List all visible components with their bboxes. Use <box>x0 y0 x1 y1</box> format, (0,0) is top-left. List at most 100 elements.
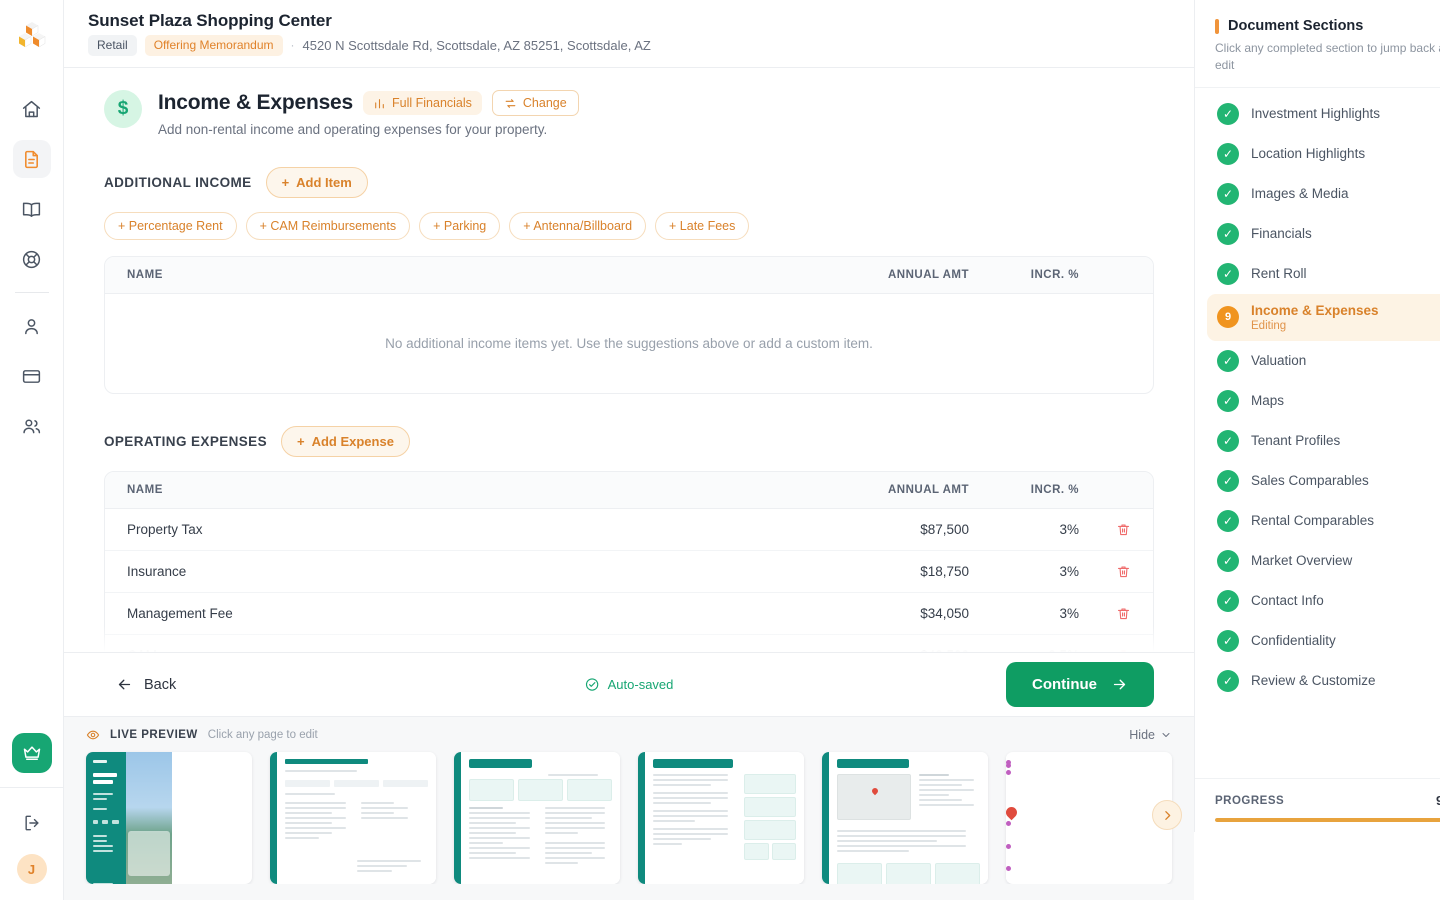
trash-icon <box>1117 566 1130 578</box>
rail-item-billing[interactable] <box>13 357 51 395</box>
dollar-icon: $ <box>104 90 142 128</box>
sidebar-item-label: Tenant Profiles <box>1251 433 1341 449</box>
sidebar-item-contact-info[interactable]: ✓ Contact Info <box>1207 581 1440 621</box>
sidebar-title: Document Sections <box>1228 18 1364 34</box>
book-icon <box>22 202 41 217</box>
sidebar-item-label: Rent Roll <box>1251 266 1307 282</box>
preview-page-map[interactable] <box>1006 752 1172 884</box>
rail-primary-icons <box>12 68 51 278</box>
sidebar-item-label: Contact Info <box>1251 593 1324 609</box>
sidebar-item-active-text: Income & Expenses Editing <box>1251 303 1379 332</box>
form-column: $ Income & Expenses Full Financials <box>64 68 1194 652</box>
check-icon: ✓ <box>1217 182 1239 205</box>
delete-expense-button[interactable] <box>1079 522 1131 537</box>
table-row[interactable]: Property Tax $87,500 3% <box>105 509 1153 551</box>
preview-page-table-of-contents[interactable] <box>270 752 436 884</box>
preview-thumbnail-strip[interactable] <box>64 748 1194 884</box>
sidebar-item-valuation[interactable]: ✓ Valuation <box>1207 341 1440 381</box>
app-logo[interactable] <box>0 0 63 68</box>
delete-expense-button[interactable] <box>1079 606 1131 621</box>
preview-page-cover[interactable] <box>86 752 252 884</box>
arrow-left-icon <box>118 679 131 690</box>
document-icon <box>25 150 38 168</box>
upgrade-button[interactable] <box>11 733 52 773</box>
sidebar-item-rental-comparables[interactable]: ✓ Rental Comparables <box>1207 501 1440 541</box>
additional-income-empty-state: No additional income items yet. Use the … <box>385 336 873 351</box>
rail-item-library[interactable] <box>13 190 51 228</box>
preview-page-location-highlights[interactable] <box>822 752 988 884</box>
table-row[interactable]: Management Fee $34,050 3% <box>105 593 1153 635</box>
header-meta: Retail Offering Memorandum · 4520 N Scot… <box>88 35 651 56</box>
check-icon: ✓ <box>1217 589 1239 612</box>
sidebar-item-income-expenses[interactable]: 9 Income & Expenses Editing <box>1207 293 1440 341</box>
hide-preview-button[interactable]: Hide <box>1129 728 1172 742</box>
add-item-label: Add Item <box>296 175 352 190</box>
suggestion-chip[interactable]: + Percentage Rent <box>104 212 237 240</box>
sidebar-item-sales-comparables[interactable]: ✓ Sales Comparables <box>1207 461 1440 501</box>
sidebar-item-location-highlights[interactable]: ✓ Location Highlights <box>1207 134 1440 174</box>
sidebar-item-label: Maps <box>1251 393 1285 409</box>
table-row[interactable]: Insurance $18,750 3% <box>105 551 1153 593</box>
change-button[interactable]: Change <box>491 90 579 116</box>
sidebar-item-images-media[interactable]: ✓ Images & Media <box>1207 174 1440 214</box>
delete-expense-button[interactable] <box>1079 564 1131 579</box>
sidebar-item-investment-highlights[interactable]: ✓ Investment Highlights <box>1207 94 1440 134</box>
property-address: 4520 N Scottsdale Rd, Scottsdale, AZ 852… <box>302 37 651 53</box>
rail-item-team[interactable] <box>13 407 51 445</box>
sidebar-item-market-overview[interactable]: ✓ Market Overview <box>1207 541 1440 581</box>
continue-button[interactable]: Continue <box>1006 662 1154 707</box>
suggestion-chip[interactable]: + CAM Reimbursements <box>245 212 411 240</box>
avatar[interactable]: J <box>16 854 47 884</box>
sidebar-subtitle: Click any completed section to jump back… <box>1215 41 1440 73</box>
sidebar-item-financials[interactable]: ✓ Financials <box>1207 214 1440 254</box>
sidebar-section-list[interactable]: ✓ Investment Highlights ✓ Location Highl… <box>1195 88 1440 778</box>
sidebar-item-label: Financials <box>1251 226 1312 242</box>
rail-item-documents[interactable] <box>12 140 51 178</box>
full-financials-button[interactable]: Full Financials <box>363 91 482 115</box>
meta-separator: · <box>290 38 295 53</box>
check-icon: ✓ <box>1217 142 1239 165</box>
sidebar-item-rent-roll[interactable]: ✓ Rent Roll <box>1207 254 1440 294</box>
section-subtitle: Add non-rental income and operating expe… <box>158 122 548 137</box>
suggestion-chip[interactable]: + Late Fees <box>655 212 750 240</box>
form-scroll-area[interactable]: $ Income & Expenses Full Financials <box>64 68 1194 652</box>
sidebar-item-tenant-profiles[interactable]: ✓ Tenant Profiles <box>1207 421 1440 461</box>
suggestion-chip[interactable]: + Parking <box>419 212 501 240</box>
add-expense-label: Add Expense <box>311 434 394 449</box>
suggestion-chip[interactable]: + Antenna/Billboard <box>509 212 647 240</box>
table-row[interactable]: CAM $42,500 2.5% <box>105 635 1153 652</box>
rail-item-home[interactable] <box>13 90 51 128</box>
back-button[interactable]: Back <box>104 668 188 701</box>
check-icon: ✓ <box>1217 669 1239 692</box>
operating-expenses-label: OPERATING EXPENSES <box>104 434 267 449</box>
section-title: Income & Expenses <box>158 91 354 114</box>
add-expense-button[interactable]: + Add Expense <box>280 426 410 457</box>
rail-item-support[interactable] <box>13 240 51 278</box>
sidebar-item-review-customize[interactable]: ✓ Review & Customize <box>1207 661 1440 701</box>
lifebuoy-icon <box>22 250 41 268</box>
full-financials-label: Full Financials <box>392 96 472 110</box>
sidebar-item-confidentiality[interactable]: ✓ Confidentiality <box>1207 621 1440 661</box>
preview-next-button[interactable] <box>1152 800 1182 830</box>
sidebar-item-label: Confidentiality <box>1251 633 1336 649</box>
add-item-button[interactable]: + Add Item <box>265 167 368 198</box>
sidebar-item-maps[interactable]: ✓ Maps <box>1207 381 1440 421</box>
document-sections-sidebar: Document Sections Click any completed se… <box>1194 0 1440 832</box>
expense-increase: 3% <box>1059 606 1079 621</box>
rail-item-profile[interactable] <box>13 307 51 345</box>
preview-page-investment-highlights[interactable] <box>638 752 804 884</box>
wizard-action-bar: Back Auto-saved Continue <box>64 652 1194 716</box>
check-icon: ✓ <box>1217 629 1239 652</box>
page-body <box>461 752 620 884</box>
form-content: $ Income & Expenses Full Financials <box>64 90 1194 652</box>
sidebar-item-label: Rental Comparables <box>1251 513 1375 529</box>
delete-expense-button[interactable] <box>1079 648 1131 652</box>
income-suggestions: + Percentage Rent + CAM Reimbursements +… <box>104 212 1154 240</box>
page-body <box>277 752 436 884</box>
preview-page-executive-summary[interactable] <box>454 752 620 884</box>
sidebar-item-label: Investment Highlights <box>1251 106 1381 122</box>
bar-chart-icon <box>375 98 384 108</box>
logout-button[interactable] <box>13 804 51 842</box>
check-icon: ✓ <box>1217 349 1239 372</box>
